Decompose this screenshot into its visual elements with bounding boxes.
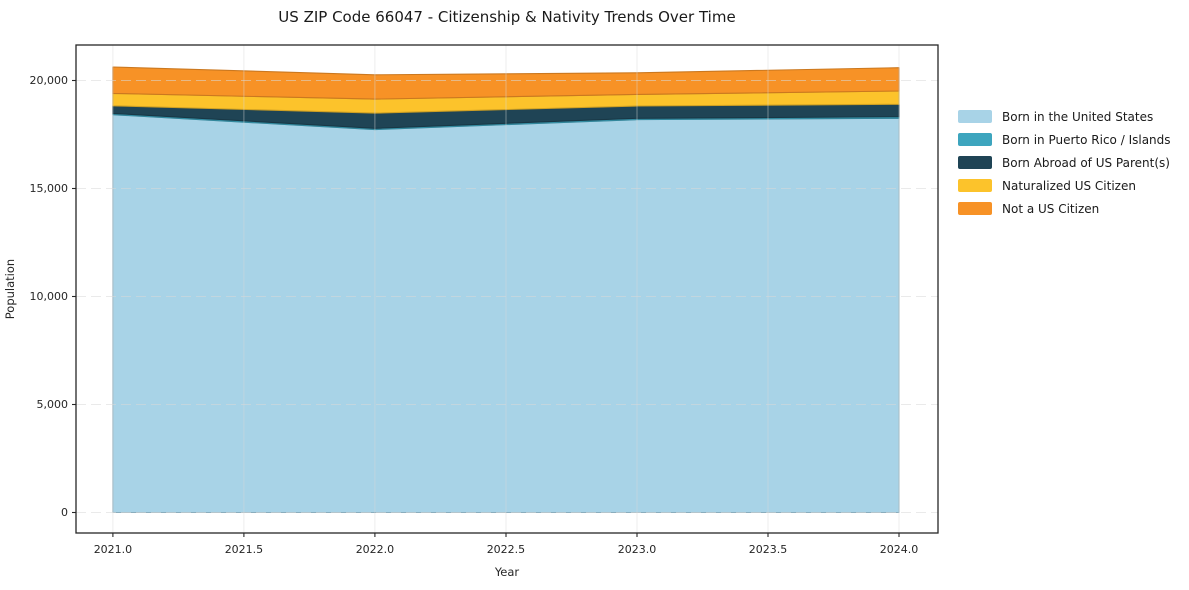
x-tick-label-0: 2021.0 <box>93 543 133 556</box>
x-tick-label-6: 2024.0 <box>879 543 919 556</box>
x-tick-label-5: 2023.5 <box>748 543 788 556</box>
x-tick-label-1: 2021.5 <box>224 543 264 556</box>
legend-item-0: Born in the United States <box>958 105 1171 128</box>
y-axis-label: Population <box>3 258 17 320</box>
legend-label-0: Born in the United States <box>1002 109 1154 124</box>
legend: Born in the United States Born in Puerto … <box>958 105 1171 220</box>
legend-label-2: Born Abroad of US Parent(s) <box>1002 155 1170 170</box>
y-tick-label-3: 15,000 <box>29 181 69 195</box>
y-tick-label-1: 5,000 <box>36 397 69 411</box>
legend-swatch-3 <box>958 178 992 193</box>
legend-swatch-1 <box>958 132 992 147</box>
x-axis-label: Year <box>494 565 520 579</box>
legend-item-1: Born in Puerto Rico / Islands <box>958 128 1171 151</box>
chart-title: US ZIP Code 66047 - Citizenship & Nativi… <box>278 8 736 26</box>
x-tick-label-4: 2023.0 <box>617 543 657 556</box>
x-tick-label-3: 2022.5 <box>486 543 526 556</box>
legend-label-3: Naturalized US Citizen <box>1002 178 1136 193</box>
x-tick-label-2: 2022.0 <box>355 543 395 556</box>
legend-label-4: Not a US Citizen <box>1002 201 1100 216</box>
legend-label-1: Born in Puerto Rico / Islands <box>1002 132 1171 147</box>
y-tick-label-2: 10,000 <box>29 289 69 303</box>
legend-swatch-4 <box>958 201 992 216</box>
y-tick-label-0: 0 <box>61 505 68 519</box>
area-series-4 <box>112 66 900 100</box>
plot-frame <box>75 44 939 534</box>
legend-item-3: Naturalized US Citizen <box>958 174 1171 197</box>
legend-swatch-0 <box>958 109 992 124</box>
legend-item-2: Born Abroad of US Parent(s) <box>958 151 1171 174</box>
y-tick-label-4: 20,000 <box>29 73 69 87</box>
legend-item-4: Not a US Citizen <box>958 197 1171 220</box>
legend-swatch-2 <box>958 155 992 170</box>
